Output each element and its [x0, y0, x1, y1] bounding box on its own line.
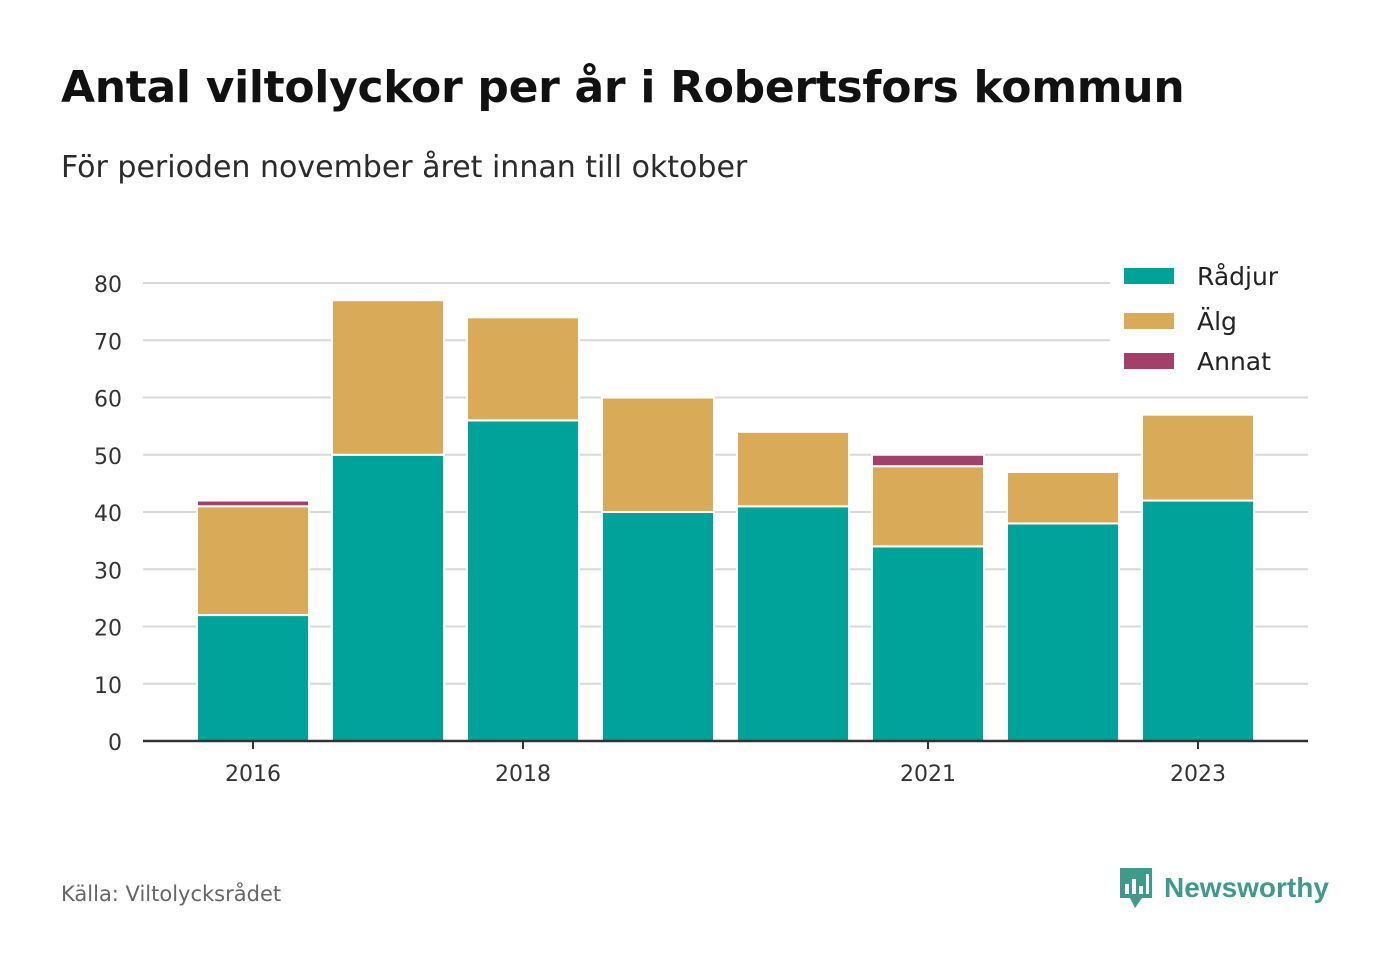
alg-bar: [871, 465, 985, 548]
alg-bar: [1141, 413, 1255, 502]
alg-bar: [196, 505, 310, 617]
x-tick-label: 2016: [225, 762, 281, 787]
y-tick-label: 10: [94, 674, 122, 699]
chart-title: Antal viltolyckor per år i Robertsfors k…: [61, 62, 1185, 113]
radjur-bar: [466, 419, 580, 742]
radjur-bar: [1141, 499, 1255, 742]
y-tick-label: 30: [94, 559, 122, 584]
alg-bar: [601, 396, 715, 513]
brand-name: Newsworthy: [1164, 872, 1329, 903]
radjur-bar: [601, 511, 715, 742]
legend-radjur-swatch: [1124, 268, 1174, 284]
legend-annat-label: Annat: [1197, 347, 1271, 376]
newsworthy-logo: Newsworthy: [1118, 866, 1329, 910]
alg-bar: [736, 430, 850, 508]
legend: Rådjur Älg Annat: [1110, 258, 1310, 386]
y-tick-label: 50: [94, 445, 122, 470]
radjur-bar: [871, 545, 985, 742]
x-tick-label: 2023: [1170, 762, 1226, 787]
y-tick-label: 0: [108, 731, 122, 756]
bars: [196, 299, 1255, 743]
radjur-bar: [196, 614, 310, 742]
x-tick-label: 2021: [900, 762, 956, 787]
radjur-bar: [736, 505, 850, 742]
chart-subtitle: För perioden november året innan till ok…: [61, 150, 748, 185]
y-tick-label: 60: [94, 388, 122, 413]
x-tick-label: 2018: [495, 762, 551, 787]
radjur-bar: [1006, 522, 1120, 743]
legend-alg-swatch: [1124, 313, 1174, 329]
y-tick-label: 40: [94, 502, 122, 527]
alg-bar: [331, 299, 445, 456]
y-tick-label: 80: [94, 273, 122, 298]
legend-radjur-label: Rådjur: [1197, 262, 1279, 291]
legend-alg-label: Älg: [1197, 307, 1237, 336]
y-tick-label: 70: [94, 330, 122, 355]
legend-annat-swatch: [1124, 353, 1174, 369]
annat-bar: [871, 453, 985, 468]
axes: 0 10 20 30 40 50 60 70 80 2016 2018 2021 2023: [94, 273, 1308, 787]
radjur-bar: [331, 453, 445, 742]
alg-bar: [1006, 470, 1120, 525]
source-note: Källa: Viltolycksrådet: [61, 882, 282, 906]
alg-bar: [466, 316, 580, 422]
chart-speech-bubble-icon: [1120, 868, 1152, 908]
y-tick-label: 20: [94, 617, 122, 642]
annat-bar: [196, 499, 310, 508]
